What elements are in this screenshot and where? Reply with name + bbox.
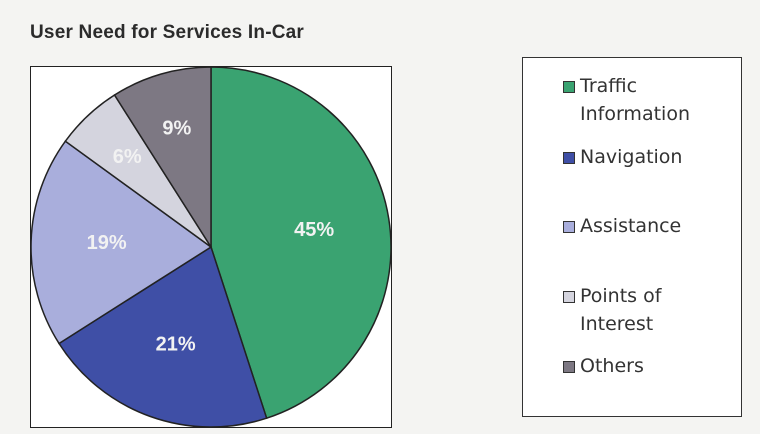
legend-swatch-assistance (563, 221, 575, 233)
legend-item-assistance: Assistance (563, 212, 681, 240)
legend-swatch-points-of-interest (563, 291, 575, 303)
pie-slice-traffic-information (210, 66, 392, 420)
legend-item-navigation: Navigation (563, 143, 682, 171)
legend-item-traffic-information: Traffic Information (563, 72, 740, 128)
legend-label-traffic-information: Traffic Information (580, 75, 690, 125)
chart-title: User Need for Services In-Car (30, 22, 305, 43)
legend: Traffic Information Navigation Assistanc… (522, 57, 742, 417)
legend-swatch-navigation (563, 152, 575, 164)
legend-item-points-of-interest: Points of Interest (563, 282, 700, 338)
legend-label-points-of-interest: Points of Interest (580, 285, 662, 335)
slice-value-label-navigation: 21% (156, 334, 196, 356)
pie-chart: 45% 21% 19% 6% 9% (30, 66, 392, 428)
slice-value-label-traffic-information: 45% (294, 219, 334, 241)
pie-slice-others (113, 66, 212, 250)
legend-label-navigation: Navigation (580, 146, 683, 168)
legend-swatch-traffic-information (563, 81, 575, 93)
legend-label-others: Others (580, 355, 644, 377)
slice-value-label-points-of-interest: 6% (113, 146, 142, 168)
legend-item-others: Others (563, 352, 644, 380)
legend-label-assistance: Assistance (580, 215, 682, 237)
slice-value-label-others: 9% (162, 118, 191, 140)
legend-swatch-others (563, 361, 575, 373)
slice-value-label-assistance: 19% (87, 232, 127, 254)
pie-slice-assistance (30, 140, 213, 345)
pie-slice-navigation (57, 245, 268, 428)
